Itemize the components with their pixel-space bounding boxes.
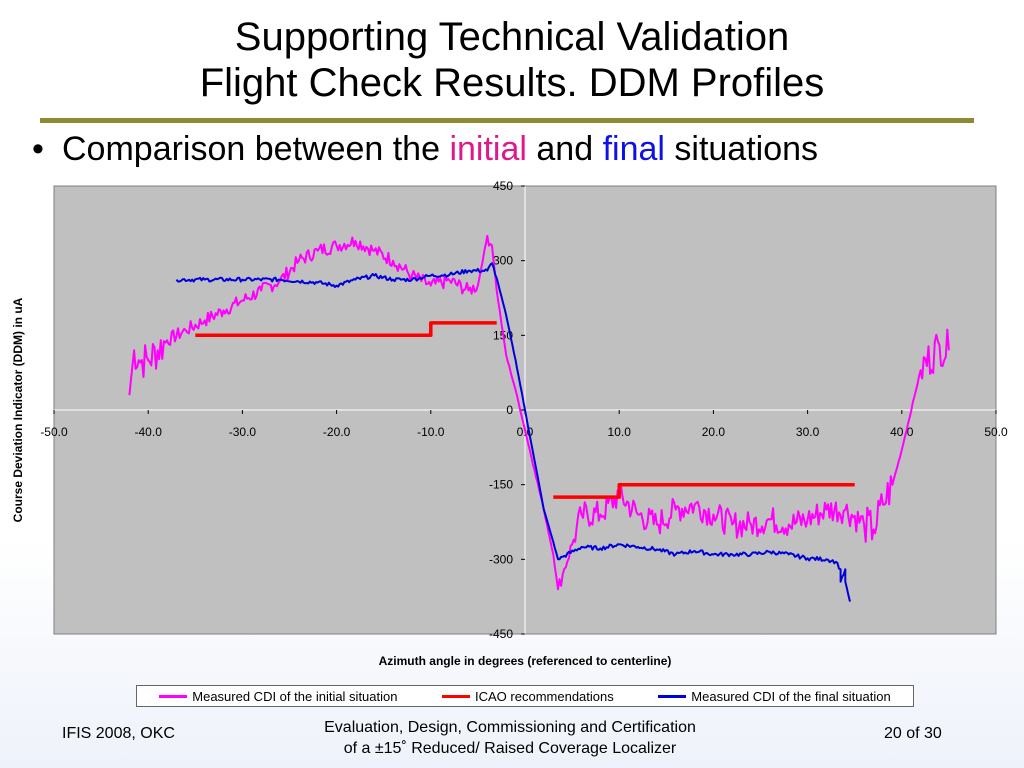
bullet-final-word: final xyxy=(602,130,665,168)
footer-subtitle-line1: Evaluation, Design, Commissioning and Ce… xyxy=(324,719,696,736)
footer-subtitle: Evaluation, Design, Commissioning and Ce… xyxy=(250,717,770,759)
x-tick-label: 20.0 xyxy=(702,425,726,439)
y-tick-label: -300 xyxy=(489,552,513,566)
bullet-initial-word: initial xyxy=(449,130,527,168)
legend-label-icao: ICAO recommendations xyxy=(475,688,614,704)
x-tick-label: 10.0 xyxy=(608,425,632,439)
x-tick-label: -20.0 xyxy=(323,425,351,439)
bullet-suffix: situations xyxy=(664,130,819,168)
x-tick-label: 40.0 xyxy=(890,425,914,439)
bullet-comparison: • Comparison between the initial and fina… xyxy=(32,130,818,169)
legend-swatch-final xyxy=(658,694,687,698)
y-tick-label: -150 xyxy=(489,478,513,492)
series-icao-line xyxy=(195,321,855,499)
legend-item-final: Measured CDI of the final situation xyxy=(658,688,891,704)
x-tick-label: -10.0 xyxy=(417,425,445,439)
legend-label-initial: Measured CDI of the initial situation xyxy=(192,688,398,704)
footer-subtitle-line2: of a ±15˚ Reduced/ Raised Coverage Local… xyxy=(343,740,677,757)
x-tick-label: 30.0 xyxy=(796,425,820,439)
title-divider xyxy=(40,118,974,123)
y-tick-label: -450 xyxy=(489,627,513,641)
x-tick-label: 50.0 xyxy=(984,425,1008,439)
slide-title-line2: Flight Check Results. DDM Profiles xyxy=(199,61,825,105)
series-final-line xyxy=(175,262,851,602)
y-axis-title: Course Deviation Indicator (DDM) in uA xyxy=(11,297,25,522)
bullet-prefix: Comparison between the xyxy=(62,130,450,168)
y-tick-label: 300 xyxy=(493,254,513,268)
chart-legend: Measured CDI of the initial situation IC… xyxy=(136,685,914,707)
legend-swatch-icao xyxy=(442,694,471,698)
y-tick-label: 0 xyxy=(506,403,513,417)
slide-title: Supporting Technical Validation Flight C… xyxy=(0,14,1024,106)
x-tick-label: -40.0 xyxy=(135,425,163,439)
legend-swatch-initial xyxy=(159,694,188,698)
bullet-and: and xyxy=(526,130,603,168)
slide-title-line1: Supporting Technical Validation xyxy=(234,15,790,59)
legend-item-icao: ICAO recommendations xyxy=(442,689,614,704)
x-axis-title: Azimuth angle in degrees (referenced to … xyxy=(379,654,672,668)
legend-label-final: Measured CDI of the final situation xyxy=(691,688,891,704)
bullet-mark: • xyxy=(32,130,44,168)
x-tick-label: -50.0 xyxy=(40,425,68,439)
footer-event: IFIS 2008, OKC xyxy=(62,725,175,742)
x-tick-label: -30.0 xyxy=(229,425,257,439)
page-number: 20 of 30 xyxy=(884,725,942,742)
legend-item-initial: Measured CDI of the initial situation xyxy=(159,689,397,704)
y-tick-label: 450 xyxy=(493,179,513,193)
